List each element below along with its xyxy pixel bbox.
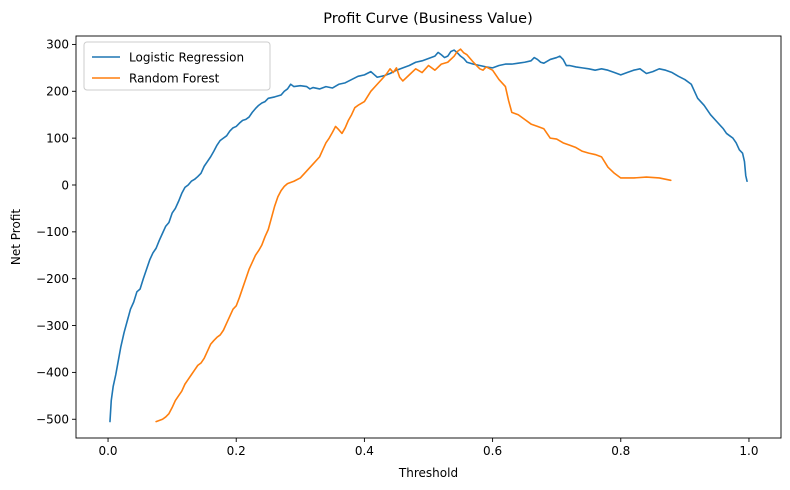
legend-box: [83, 41, 271, 91]
x-tick-label: 0.8: [611, 444, 630, 458]
x-tick-label: 0.0: [98, 444, 117, 458]
y-tick-label: −500: [36, 413, 69, 427]
x-tick-label: 0.4: [355, 444, 374, 458]
chart-title: Profit Curve (Business Value): [323, 11, 533, 27]
y-tick-label: −200: [36, 272, 69, 286]
legend-label-random-forest: Random Forest: [129, 71, 220, 85]
y-axis-title: Net Profit: [9, 209, 23, 265]
x-axis-title: Threshold: [398, 466, 458, 480]
y-tick-label: −400: [36, 366, 69, 380]
plot-area: [109, 48, 748, 423]
legend: Logistic Regression Random Forest: [83, 41, 271, 91]
x-axis: 0.0 0.2 0.4 0.6 0.8 1.0: [98, 438, 759, 458]
y-axis: −500 −400 −300 −200 −100 0 100 200 300: [36, 38, 76, 427]
legend-label-logistic-regression: Logistic Regression: [129, 50, 244, 64]
x-tick-label: 0.2: [227, 444, 246, 458]
series-line-random-forest: [155, 48, 672, 423]
x-tick-label: 0.6: [483, 444, 502, 458]
x-tick-label: 1.0: [739, 444, 758, 458]
y-tick-label: 0: [61, 178, 69, 192]
y-tick-label: −100: [36, 225, 69, 239]
series-line-logistic-regression: [109, 49, 748, 423]
y-tick-label: −300: [36, 319, 69, 333]
y-tick-label: 200: [46, 85, 69, 99]
y-tick-label: 300: [46, 38, 69, 52]
axes-frame: [75, 35, 782, 439]
y-tick-label: 100: [46, 131, 69, 145]
